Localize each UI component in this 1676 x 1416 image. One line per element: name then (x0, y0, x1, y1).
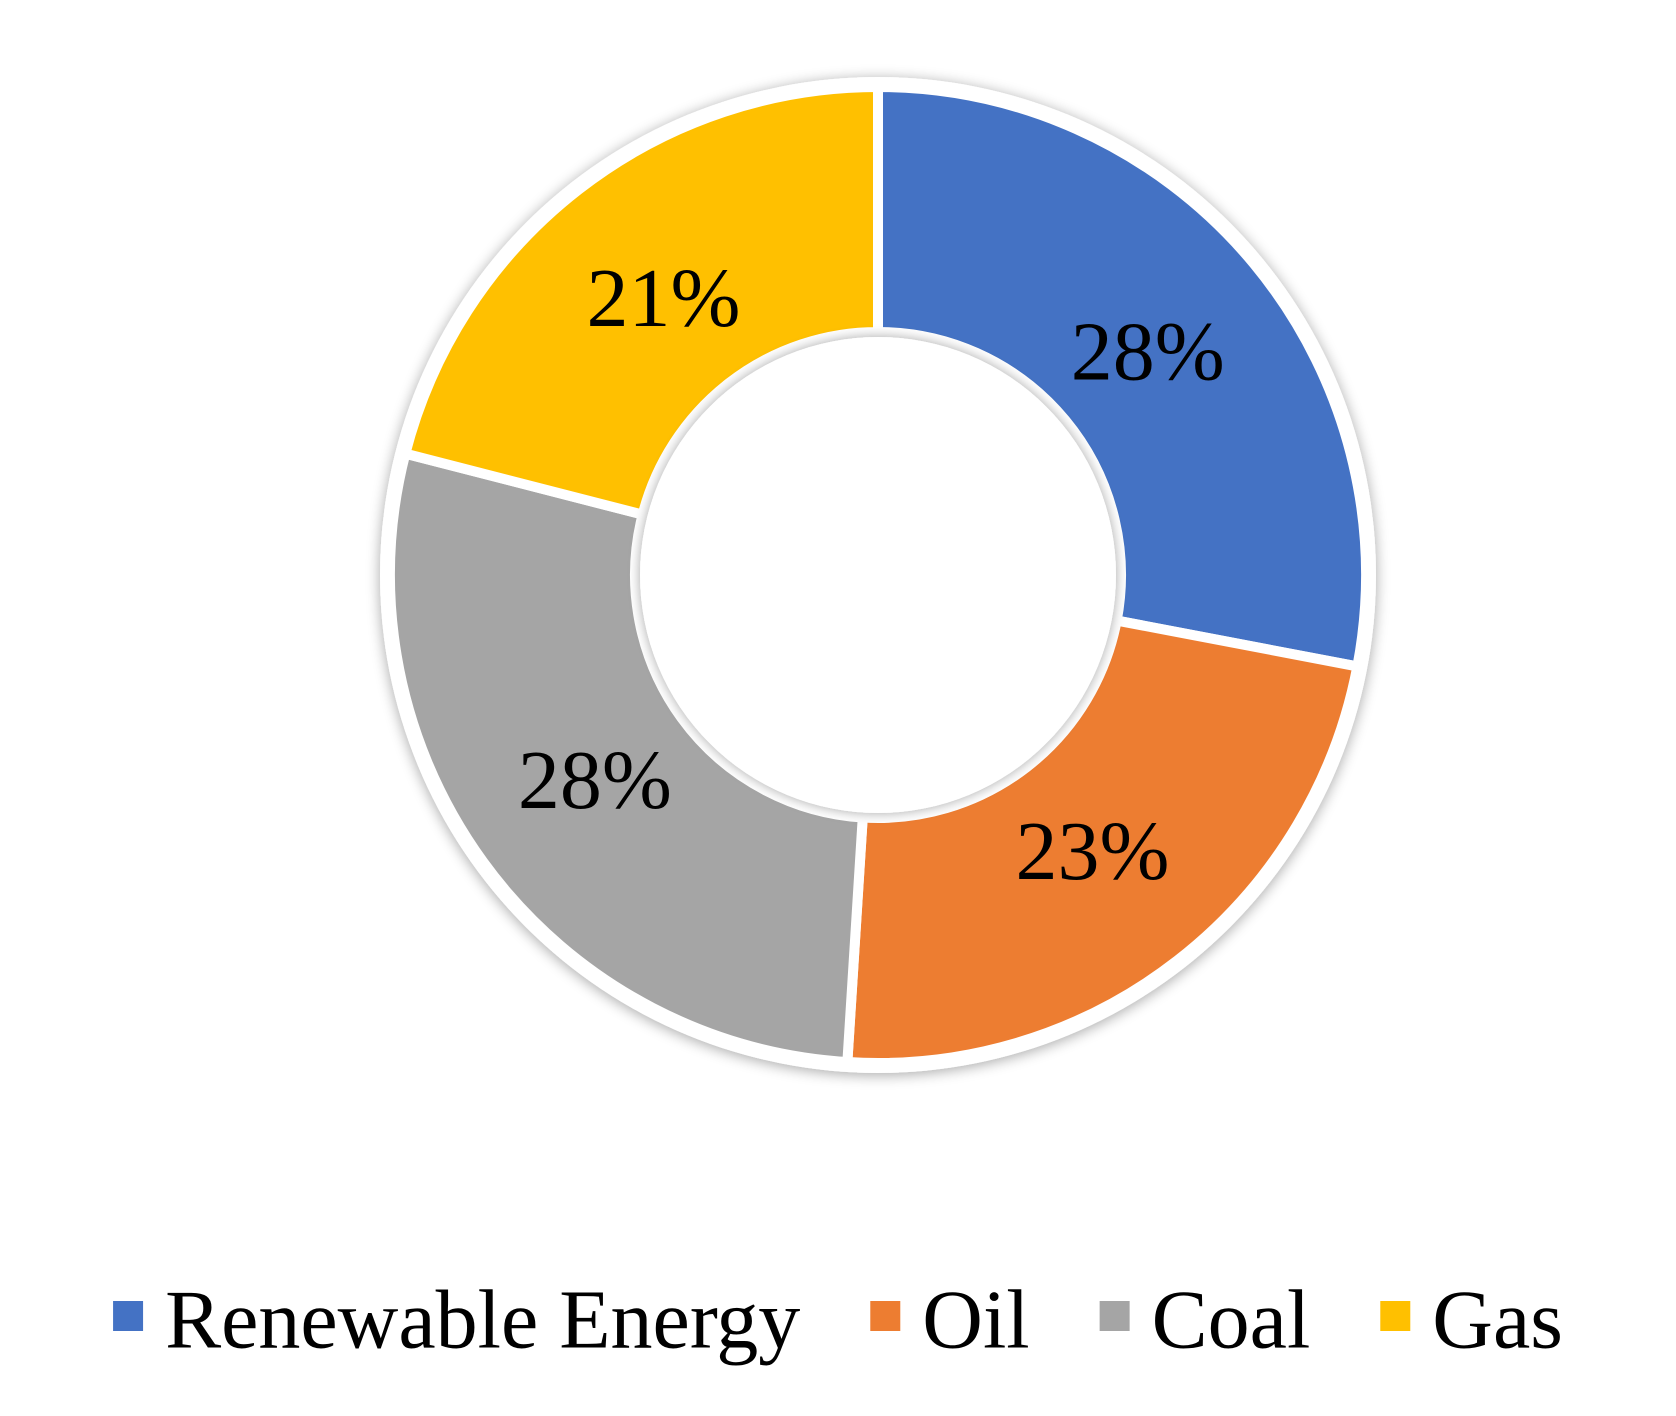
legend-label-coal: Coal (1152, 1274, 1311, 1367)
slice-coal (385, 448, 868, 1068)
legend-label-gas: Gas (1432, 1274, 1563, 1367)
legend-label-renewable-energy: Renewable Energy (165, 1274, 800, 1367)
slice-gas (400, 82, 883, 520)
slice-label-coal: 28% (518, 734, 672, 827)
donut-hole (640, 337, 1116, 813)
legend-swatch-oil (870, 1301, 901, 1331)
donut-ring (380, 77, 1376, 1073)
slice-label-renewable-energy: 28% (1071, 305, 1225, 398)
legend-swatch-renewable-energy (113, 1301, 144, 1331)
legend-swatch-gas (1380, 1301, 1411, 1331)
slice-oil (842, 615, 1363, 1068)
legend-label-oil: Oil (922, 1274, 1029, 1367)
legend-swatch-coal (1099, 1301, 1130, 1331)
slice-renewable-energy (873, 82, 1372, 672)
slice-label-oil: 23% (1016, 805, 1170, 898)
legend: Renewable Energy Oil Coal Gas (113, 1274, 1563, 1367)
slice-label-gas: 21% (586, 252, 740, 345)
slice-labels: 28% 23% 28% 21% (518, 252, 1225, 898)
